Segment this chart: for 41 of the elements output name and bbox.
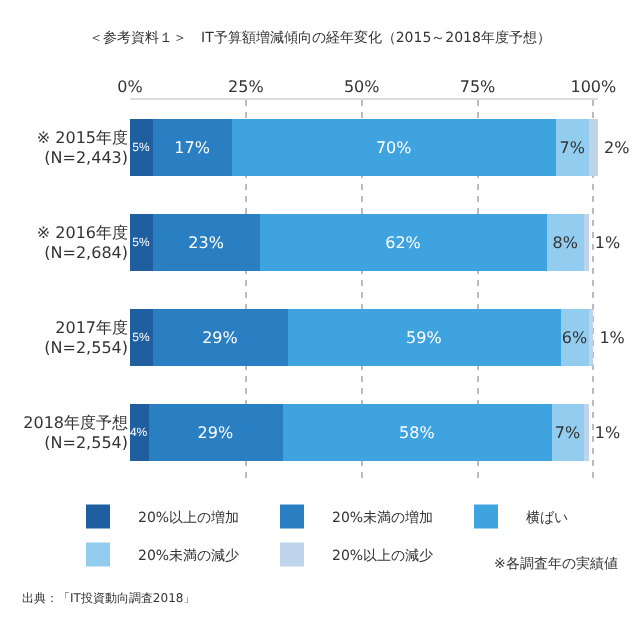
bar	[153, 309, 288, 366]
data-label: 29%	[202, 328, 239, 347]
bar	[556, 119, 589, 176]
data-label: 6%	[561, 328, 588, 347]
y-tick-label: ※ 2015年度 (N=2,443)	[36, 128, 128, 168]
data-label: 29%	[197, 423, 234, 442]
bar	[547, 214, 585, 271]
data-label: 1%	[594, 423, 621, 442]
data-label: 7%	[554, 423, 581, 442]
data-label: 1%	[594, 233, 621, 252]
data-label: 23%	[188, 233, 225, 252]
y-tick-label: 2018年度予想 (N=2,554)	[23, 413, 128, 453]
data-label: 62%	[385, 233, 422, 252]
y-tick-label: ※ 2016年度 (N=2,684)	[36, 223, 128, 263]
x-tick-label: 75%	[459, 77, 497, 96]
data-label: 17%	[174, 138, 211, 157]
bar	[551, 404, 585, 461]
bar	[130, 119, 154, 176]
bar	[282, 404, 552, 461]
x-tick-label: 0%	[117, 77, 144, 96]
data-label: 7%	[559, 138, 586, 157]
x-tick-label: 25%	[228, 77, 265, 96]
bar	[287, 309, 561, 366]
bar	[130, 404, 149, 461]
data-label: 1%	[599, 328, 626, 347]
data-label: 2%	[604, 138, 631, 157]
bar	[153, 119, 232, 176]
data-label: 70%	[375, 138, 413, 157]
x-tick-label: 50%	[343, 77, 381, 96]
bar	[588, 119, 598, 176]
y-tick-label: 2017年度 (N=2,554)	[44, 318, 128, 358]
x-tick-label: 100%	[570, 77, 618, 96]
bar	[130, 214, 154, 271]
data-label: 59%	[406, 328, 443, 347]
bar	[153, 214, 260, 271]
bar	[231, 119, 557, 176]
bar	[148, 404, 283, 461]
data-label: 58%	[399, 423, 436, 442]
data-label: 8%	[552, 233, 579, 252]
bar	[130, 309, 154, 366]
bar	[259, 214, 548, 271]
